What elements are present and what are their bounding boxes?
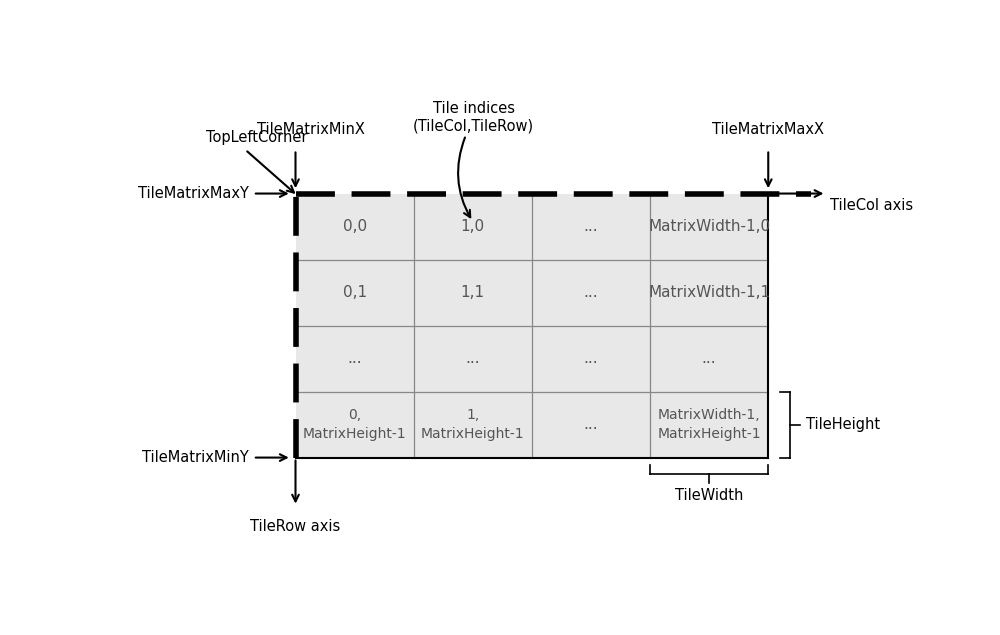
Text: TileMatrixMaxX: TileMatrixMaxX: [712, 123, 824, 137]
Text: Tile indices
(TileCol,TileRow): Tile indices (TileCol,TileRow): [413, 101, 534, 133]
Text: 1,1: 1,1: [461, 285, 485, 300]
Text: ...: ...: [465, 351, 480, 366]
Text: TileHeight: TileHeight: [806, 417, 880, 432]
Text: ...: ...: [584, 285, 598, 300]
Text: TileMatrixMinY: TileMatrixMinY: [142, 450, 249, 465]
Text: TileMatrixMaxY: TileMatrixMaxY: [138, 186, 249, 201]
Bar: [296, 194, 768, 458]
Text: ...: ...: [702, 351, 716, 366]
Text: 0,1: 0,1: [343, 285, 367, 300]
Text: TileRow axis: TileRow axis: [250, 519, 341, 533]
Text: ...: ...: [584, 417, 598, 432]
Text: MatrixWidth-1,
MatrixHeight-1: MatrixWidth-1, MatrixHeight-1: [657, 408, 761, 441]
Text: TileMatrixMinX: TileMatrixMinX: [257, 123, 365, 137]
Text: 0,0: 0,0: [343, 219, 367, 234]
Text: MatrixWidth-1,1: MatrixWidth-1,1: [648, 285, 770, 300]
Text: TopLeftCorner: TopLeftCorner: [206, 130, 308, 145]
Text: TileCol axis: TileCol axis: [830, 198, 913, 213]
Text: ...: ...: [347, 351, 362, 366]
Text: ...: ...: [584, 351, 598, 366]
Text: TileWidth: TileWidth: [675, 488, 743, 504]
Text: ...: ...: [584, 219, 598, 234]
Text: 0,
MatrixHeight-1: 0, MatrixHeight-1: [303, 408, 406, 441]
Text: 1,0: 1,0: [461, 219, 485, 234]
Text: 1,
MatrixHeight-1: 1, MatrixHeight-1: [421, 408, 525, 441]
Text: MatrixWidth-1,0: MatrixWidth-1,0: [648, 219, 770, 234]
